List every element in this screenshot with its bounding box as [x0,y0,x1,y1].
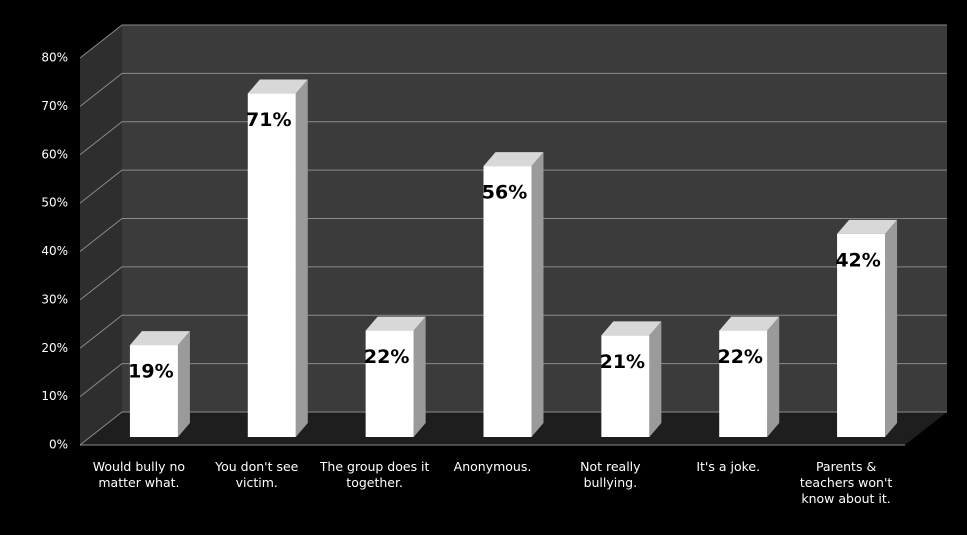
bar [129,331,190,437]
x-tick-label-box: Anonymous. [453,459,532,474]
bar [719,316,780,437]
grid-line [79,72,947,107]
bar-front [365,330,414,437]
bar-side [531,152,544,437]
bar-front [483,166,532,437]
bar-front [719,330,768,437]
bar-front [837,233,886,437]
y-tick-label: 20% [41,341,68,355]
bar [483,152,544,437]
grid-line [79,363,947,398]
x-tick-label-box: Not really bullying. [580,459,641,490]
bar [601,321,662,437]
x-tick-label-box: Parents & teachers won't know about it. [799,459,893,506]
bar-side [885,219,898,437]
y-tick-label: 70% [41,99,68,113]
value-label: 22% [717,346,762,368]
x-tick-label: Would bully no matter what. [92,459,186,490]
x-tick-label-box: It's a joke. [696,459,761,474]
value-label: 19% [128,361,173,383]
bar [247,79,308,437]
bar-side [767,316,780,437]
grid-line [79,169,947,204]
bar-top [129,331,190,346]
value-label: 71% [246,109,291,131]
x-tick-label: You don't see victim. [215,459,299,490]
y-tick-label: 80% [41,51,68,65]
x-tick-label: It's a joke. [696,459,761,474]
bar-side [413,316,426,437]
bar-top [483,152,544,167]
bar-side [177,331,190,437]
bar [365,316,426,437]
grid-line [79,218,947,252]
y-tick-label: 10% [41,389,68,403]
value-label: 22% [364,346,409,368]
y-tick-label: 50% [41,196,68,210]
bar-top [365,316,426,331]
y-tick-label: 40% [41,244,68,258]
bar-top [837,219,898,234]
bar [837,219,898,437]
x-tick-label-box: Would bully no matter what. [92,459,186,490]
bar-side [649,321,662,437]
value-label: 21% [600,351,645,373]
x-tick-label-box: You don't see victim. [215,459,299,490]
bar-front [601,335,650,437]
grid-line [79,266,947,301]
x-tick-label: Parents & teachers won't know about it. [799,459,893,506]
grid-line [79,24,947,59]
bar-top [247,79,308,94]
bar-front [247,93,296,437]
bar-top [719,316,780,331]
x-tick-label: Anonymous. [453,459,532,474]
x-tick-label: The group does it together. [319,459,430,490]
y-tick-label: 30% [41,292,68,306]
value-label: 56% [482,182,527,204]
grid-line [79,121,947,156]
value-label: 42% [835,249,880,271]
x-tick-label-box: The group does it together. [319,459,430,490]
bar-front [129,345,178,437]
bar-side [295,79,308,437]
bar-top [601,321,662,336]
grid-line [79,411,947,446]
y-tick-label: 0% [49,438,68,452]
grid-line [79,314,947,349]
y-tick-label: 60% [41,147,68,161]
x-tick-label: Not really bullying. [580,459,641,490]
